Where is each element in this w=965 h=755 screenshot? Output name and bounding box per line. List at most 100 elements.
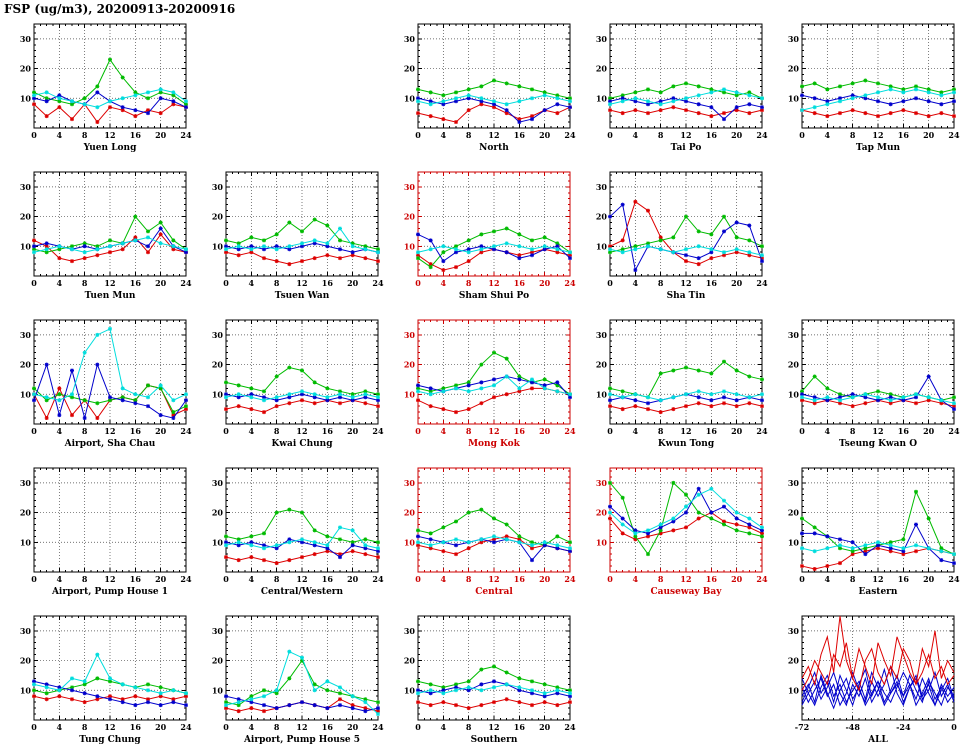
- x-tick-label: -24: [896, 722, 911, 732]
- x-tick-label: 16: [514, 426, 526, 436]
- chart-cell-central: 0 4 8 12 16 20 24 10 20 30 Central: [388, 456, 580, 604]
- series-markers-green: [32, 383, 188, 415]
- x-tick-label: 16: [130, 426, 142, 436]
- x-tick-label: 24: [756, 130, 768, 140]
- y-tick-label: 10: [212, 389, 224, 399]
- x-tick-label: 20: [539, 130, 551, 140]
- series-markers-cyan: [800, 87, 956, 113]
- x-tick-label: 12: [680, 426, 691, 436]
- chart-label: Central: [475, 587, 513, 597]
- chart-mong-kok: 0 4 8 12 16 20 24 10 20 30 Mong Kok: [404, 319, 576, 449]
- y-tick-label: 30: [404, 330, 416, 340]
- series-markers-cyan: [608, 244, 764, 258]
- x-tick-label: 8: [466, 722, 472, 732]
- x-tick-label: 16: [706, 130, 718, 140]
- x-tick-label: 12: [104, 426, 115, 436]
- x-tick-label: 8: [466, 426, 472, 436]
- chart-cell-southern: 0 4 8 12 16 20 24 10 20 30 Southern: [388, 604, 580, 752]
- x-tick-label: 20: [923, 130, 935, 140]
- series-markers-cyan: [32, 235, 188, 255]
- x-tick-label: 12: [104, 574, 115, 584]
- x-tick-label: 16: [898, 574, 910, 584]
- chart-southern: 0 4 8 12 16 20 24 10 20 30 Southern: [404, 615, 576, 745]
- x-tick-label: 4: [57, 130, 63, 140]
- y-tick-label: 30: [788, 478, 800, 488]
- y-tick-label: 30: [596, 330, 608, 340]
- y-tick-label: 20: [404, 360, 416, 370]
- x-tick-label: 20: [347, 278, 359, 288]
- chart-cell-eastern: 0 4 8 12 16 20 24 10 20 30 Eastern: [772, 456, 964, 604]
- chart-label: Airport, Sha Chau: [64, 439, 156, 449]
- series-markers-green: [224, 507, 380, 545]
- x-tick-label: 4: [633, 426, 639, 436]
- x-tick-label: 16: [322, 426, 334, 436]
- y-tick-label: 20: [788, 360, 800, 370]
- x-tick-label: 12: [296, 574, 307, 584]
- y-tick-label: 20: [788, 508, 800, 518]
- x-tick-label: 0: [607, 130, 613, 140]
- x-tick-label: 0: [31, 574, 37, 584]
- x-tick-label: 12: [296, 722, 307, 732]
- y-tick-label: 10: [788, 685, 800, 695]
- x-tick-label: -72: [795, 722, 809, 732]
- y-tick-label: 10: [20, 537, 32, 547]
- series-markers-blue: [608, 96, 764, 122]
- series-markers-blue: [608, 486, 764, 536]
- x-tick-label: 24: [564, 426, 576, 436]
- y-tick-label: 30: [20, 182, 32, 192]
- x-tick-label: 24: [948, 574, 960, 584]
- y-tick-label: 30: [596, 478, 608, 488]
- chart-all: -72 -48 -24 0 10 20 30 ALL: [788, 615, 957, 745]
- x-tick-label: 16: [514, 130, 526, 140]
- series-markers-green: [224, 217, 380, 252]
- chart-label: Tung Chung: [79, 735, 141, 745]
- y-tick-label: 10: [212, 241, 224, 251]
- x-tick-label: 8: [466, 278, 472, 288]
- y-tick-label: 10: [404, 93, 416, 103]
- x-tick-label: 12: [680, 278, 691, 288]
- chart-label: Tai Po: [671, 143, 702, 153]
- chart-north: 0 4 8 12 16 20 24 10 20 30 North: [404, 23, 576, 153]
- x-tick-label: 16: [706, 574, 718, 584]
- x-tick-label: 20: [155, 722, 167, 732]
- x-tick-label: 12: [488, 426, 499, 436]
- series-markers-blue: [800, 93, 956, 107]
- x-tick-label: 20: [155, 278, 167, 288]
- x-tick-label: 16: [130, 722, 142, 732]
- chart-label: North: [479, 143, 509, 153]
- x-tick-label: 24: [756, 278, 768, 288]
- x-tick-label: 20: [155, 130, 167, 140]
- x-tick-label: 0: [607, 278, 613, 288]
- x-tick-label: 12: [488, 722, 499, 732]
- x-tick-label: 12: [680, 574, 691, 584]
- chart-label: Yuen Long: [83, 143, 137, 153]
- x-tick-label: 24: [180, 574, 192, 584]
- y-tick-label: 10: [212, 537, 224, 547]
- chart-kwai-chung: 0 4 8 12 16 20 24 10 20 30 Kwai Chung: [212, 319, 384, 449]
- series-markers-green: [608, 214, 764, 255]
- x-tick-label: 24: [372, 278, 384, 288]
- x-tick-label: 8: [850, 426, 856, 436]
- x-tick-label: 24: [372, 722, 384, 732]
- chart-label: Causeway Bay: [651, 587, 723, 597]
- y-tick-label: 20: [20, 212, 32, 222]
- x-tick-label: 4: [441, 278, 447, 288]
- x-tick-label: 0: [607, 426, 613, 436]
- series-markers-blue: [416, 96, 572, 125]
- chart-cell-kwai-chung: 0 4 8 12 16 20 24 10 20 30 Kwai Chung: [196, 308, 388, 456]
- x-tick-label: 4: [57, 574, 63, 584]
- series-markers-green: [416, 78, 572, 101]
- x-tick-label: 8: [466, 130, 472, 140]
- x-tick-label: 20: [347, 574, 359, 584]
- x-tick-label: 0: [951, 722, 957, 732]
- chart-cell-airport-pump-house-1: 0 4 8 12 16 20 24 10 20 30 Airport, Pump House 1: [4, 456, 196, 604]
- y-tick-label: 30: [212, 626, 224, 636]
- y-tick-label: 30: [404, 34, 416, 44]
- y-tick-label: 10: [788, 389, 800, 399]
- series-markers-cyan: [32, 87, 188, 110]
- x-tick-label: 0: [607, 574, 613, 584]
- chart-cell-tuen-mun: 0 4 8 12 16 20 24 10 20 30 Tuen Mun: [4, 160, 196, 308]
- series-markers-cyan: [224, 226, 380, 255]
- chart-cell-yuen-long: 0 4 8 12 16 20 24 10 20 30 Yuen Long: [4, 12, 196, 160]
- series-markers-cyan: [608, 486, 764, 536]
